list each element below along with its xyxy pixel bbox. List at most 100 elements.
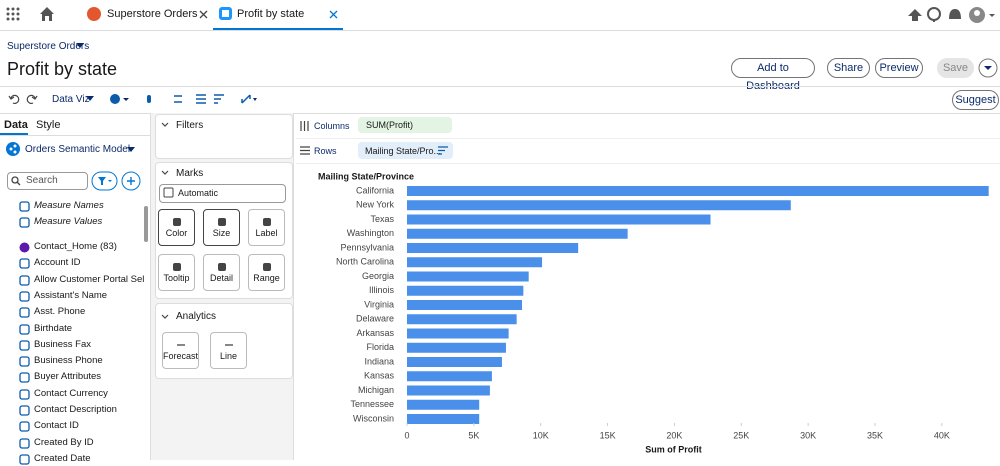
field[interactable]: Business Fax <box>34 338 92 350</box>
y-tick-label: Arkansas <box>356 328 394 338</box>
icon-shape <box>218 218 226 226</box>
search-icon <box>11 176 21 186</box>
shelf-label: Rows <box>314 146 337 156</box>
mark-type-select[interactable] <box>159 184 286 203</box>
columns-pill[interactable]: SUM(Profit) <box>358 117 452 133</box>
icon-shape <box>19 437 30 449</box>
close-tab[interactable] <box>329 10 338 19</box>
divider <box>296 138 1000 139</box>
analytics-button[interactable]: Line <box>210 332 247 369</box>
field[interactable]: Contact_Home (83) <box>34 241 117 252</box>
field[interactable]: Created Date <box>34 452 91 464</box>
icon-shape <box>263 263 271 271</box>
button[interactable]: Share <box>827 58 870 78</box>
bar <box>407 214 711 225</box>
field[interactable]: Buyer Attributes <box>34 371 102 383</box>
field[interactable]: Assistant's Name <box>34 289 108 301</box>
icon-shape <box>19 258 30 269</box>
chevron[interactable] <box>161 170 169 176</box>
mark-icon <box>218 263 226 271</box>
caret <box>76 43 84 48</box>
panel-tab[interactable]: Data <box>4 119 28 131</box>
section-title: Marks <box>176 168 204 179</box>
search-box[interactable] <box>7 172 88 190</box>
caret <box>127 147 135 152</box>
mark-button-label: Detail <box>209 273 233 283</box>
mode-menu[interactable]: Data Viz <box>52 94 90 105</box>
section-title: Filters <box>176 120 204 131</box>
bar <box>407 414 480 424</box>
field[interactable]: Asst. Phone <box>34 306 86 318</box>
divider <box>0 135 150 136</box>
category-header: Mailing State/Province <box>318 171 414 181</box>
field[interactable]: Business Phone <box>34 355 103 367</box>
breadcrumb[interactable]: Superstore Orders <box>7 41 90 52</box>
mark-button[interactable]: Tooltip <box>158 254 195 291</box>
toolbar-icons[interactable] <box>108 92 258 106</box>
icon-shape <box>19 405 30 416</box>
tab[interactable]: Profit by state <box>237 8 305 20</box>
analytics-button-label: Forecast <box>163 351 199 361</box>
analytics-button[interactable]: Forecast <box>162 332 199 369</box>
field-icon <box>19 340 30 351</box>
sort-icon[interactable] <box>438 146 449 156</box>
y-tick-label: Florida <box>366 342 394 352</box>
field-icon <box>19 291 30 302</box>
button[interactable]: Preview <box>875 58 923 78</box>
field[interactable]: Account ID <box>34 257 81 269</box>
tab[interactable]: Superstore Orders <box>107 8 198 20</box>
x-tick-label: 15K <box>600 430 616 440</box>
icon-shape <box>19 340 30 351</box>
chevron[interactable] <box>161 122 169 128</box>
y-tick-label: Washington <box>347 228 394 238</box>
field[interactable]: Created By ID <box>34 436 94 448</box>
field[interactable]: Birthdate <box>34 322 73 334</box>
field[interactable]: Allow Customer Portal Self-... <box>34 273 144 285</box>
tab-icon <box>219 7 232 20</box>
field[interactable]: Measure Values <box>34 216 103 228</box>
panel-tab[interactable]: Style <box>36 119 61 131</box>
rows-pill[interactable]: Mailing State/Pro... <box>365 146 442 156</box>
app-launcher[interactable] <box>6 7 20 21</box>
y-tick-label: Michigan <box>358 385 394 395</box>
field[interactable]: Contact Description <box>34 404 117 415</box>
field[interactable]: Measure Names <box>34 200 104 211</box>
mark-button-label: Label <box>255 228 278 238</box>
rows-pill-bg[interactable] <box>358 142 453 159</box>
x-tick-label: 30K <box>800 430 816 440</box>
columns-icon <box>300 121 309 131</box>
field-icon <box>19 242 30 253</box>
mark-icon <box>263 263 271 271</box>
mark-icon <box>218 218 226 226</box>
chevron[interactable] <box>161 314 169 320</box>
mark-button[interactable]: Label <box>248 209 285 246</box>
button[interactable]: Add to Dashboard <box>731 58 815 92</box>
icon-shape <box>19 454 30 465</box>
rows-icon <box>300 146 310 155</box>
field[interactable]: Contact ID <box>34 420 79 432</box>
y-tick-label: Illinois <box>369 285 395 295</box>
analytics-box <box>155 303 293 379</box>
mark-button[interactable]: Detail <box>203 254 240 291</box>
y-tick-label: Tennessee <box>350 399 394 409</box>
icon-shape <box>19 421 30 432</box>
suggest-button[interactable]: Suggest <box>952 90 999 110</box>
more-button[interactable] <box>978 58 998 78</box>
model-selector[interactable]: Orders Semantic Model <box>25 144 131 155</box>
analytics-icon <box>225 344 233 346</box>
mark-button[interactable]: Color <box>158 209 195 246</box>
analytics-button-label: Line <box>219 351 237 361</box>
scrollbar[interactable] <box>144 206 148 242</box>
header-icons[interactable] <box>906 6 998 24</box>
field[interactable]: Contact Currency <box>34 387 108 399</box>
button[interactable]: Save <box>937 58 974 78</box>
bar <box>407 300 522 310</box>
mark-button[interactable]: Size <box>203 209 240 246</box>
home-icon[interactable] <box>39 6 55 22</box>
filter-add-buttons[interactable] <box>91 171 141 191</box>
mark-button[interactable]: Range <box>248 254 285 291</box>
field-icon <box>19 258 30 269</box>
close-tab[interactable] <box>199 10 208 19</box>
undo-redo[interactable] <box>8 93 38 105</box>
mark-button-label: Color <box>165 228 188 238</box>
